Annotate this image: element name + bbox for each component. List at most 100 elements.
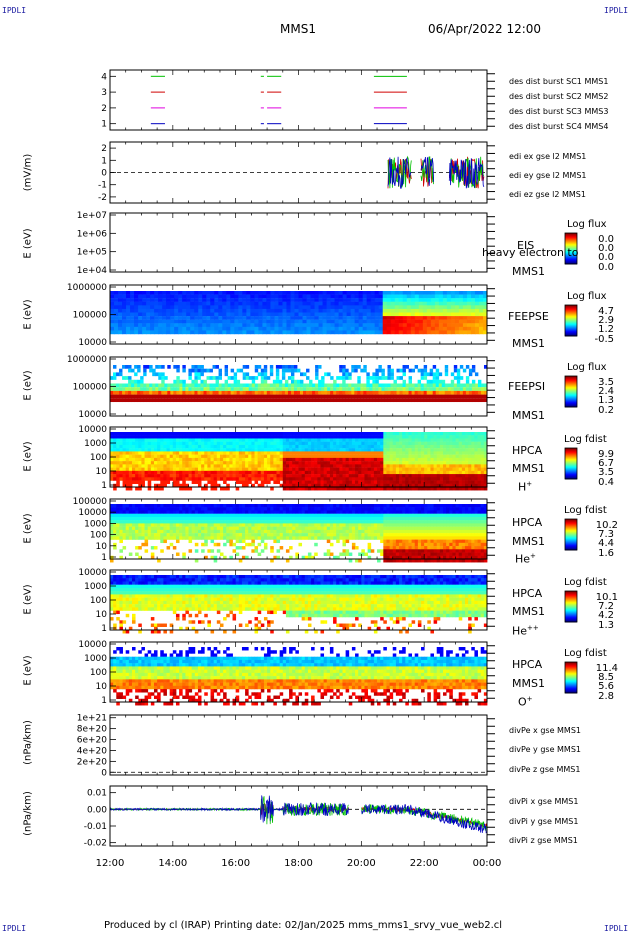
spectrogram-cell bbox=[348, 394, 352, 399]
spectrogram-cell bbox=[179, 432, 183, 436]
spectrogram-cell bbox=[434, 298, 440, 302]
spectrogram-cell bbox=[141, 523, 145, 527]
spectrogram-cell bbox=[346, 305, 352, 310]
spectrogram-cell bbox=[320, 474, 325, 478]
spectrogram-cell bbox=[378, 298, 384, 302]
spectrogram-cell bbox=[147, 533, 152, 537]
spectrogram-cell bbox=[354, 291, 360, 295]
spectrogram-cell bbox=[218, 376, 222, 380]
spectrogram-cell bbox=[282, 435, 287, 439]
spectrogram-cell bbox=[447, 383, 452, 388]
spectrogram-cell bbox=[323, 461, 328, 465]
spectrogram-cell bbox=[206, 368, 210, 373]
spectrogram-cell bbox=[373, 461, 378, 465]
spectrogram-cell bbox=[174, 298, 179, 302]
panel-frame bbox=[109, 69, 488, 131]
spectrogram-cell bbox=[274, 312, 279, 317]
spectrogram-cell bbox=[207, 533, 211, 537]
spectrogram-cell bbox=[216, 523, 221, 527]
spectrogram-cell bbox=[361, 480, 365, 484]
spectrogram-cell bbox=[260, 480, 265, 484]
spectrogram-cell bbox=[281, 368, 286, 373]
spectrogram-cell bbox=[386, 461, 391, 465]
spectrogram-cell bbox=[370, 298, 376, 302]
spectrogram-cell bbox=[426, 330, 432, 335]
spectrogram-cell bbox=[248, 441, 252, 446]
spectrogram-cell bbox=[138, 483, 142, 488]
spectrogram-cell bbox=[138, 487, 142, 491]
spectrogram-cell bbox=[226, 435, 230, 439]
spectrogram-cell bbox=[304, 435, 309, 439]
spectrogram-cell bbox=[406, 301, 412, 306]
spectrogram-cell bbox=[363, 387, 367, 391]
spectrogram-cell bbox=[254, 444, 259, 449]
spectrogram-cell bbox=[377, 474, 381, 478]
spectrogram-cell bbox=[222, 305, 227, 310]
spectrogram-cell bbox=[267, 467, 271, 472]
spectrogram-cell bbox=[197, 520, 202, 524]
spectrogram-cell bbox=[405, 464, 409, 468]
spectrogram-cell bbox=[470, 323, 476, 328]
spectrogram-cell bbox=[433, 477, 438, 481]
spectrogram-cell bbox=[426, 294, 432, 299]
spectrogram-cell bbox=[387, 394, 391, 399]
spectrogram-cell bbox=[399, 483, 403, 488]
spectrogram-cell bbox=[426, 379, 431, 384]
spectrogram-cell bbox=[468, 448, 472, 452]
spectrogram-cell bbox=[207, 523, 211, 527]
spectrogram-cell bbox=[468, 451, 472, 455]
spectrogram-cell bbox=[218, 323, 223, 328]
spectrogram-cell bbox=[219, 470, 224, 475]
spectrogram-cell bbox=[387, 368, 391, 373]
spectrogram-cell bbox=[221, 394, 226, 399]
spectrogram-cell bbox=[230, 316, 235, 320]
spectrogram-cell bbox=[207, 507, 211, 511]
spectrogram-cell bbox=[182, 390, 186, 395]
spectrogram-cell bbox=[439, 474, 444, 478]
spectrogram-cell bbox=[218, 326, 223, 331]
spectrogram-cell bbox=[402, 319, 408, 324]
spectrogram-cell bbox=[418, 319, 424, 324]
spectrogram-cell bbox=[470, 305, 476, 310]
spectrogram-cell bbox=[128, 552, 133, 556]
spectrogram-cell bbox=[334, 298, 340, 302]
spectrogram-cell bbox=[230, 308, 235, 313]
spectrogram-cell bbox=[438, 394, 443, 399]
spectrogram-cell bbox=[191, 365, 195, 369]
spectrogram-cell bbox=[471, 383, 476, 388]
spectrogram-cell bbox=[234, 305, 239, 310]
spectrogram-cell bbox=[410, 330, 416, 335]
spectrogram-cell bbox=[214, 319, 219, 324]
spectrogram-cell bbox=[204, 451, 208, 455]
spectrogram-cell bbox=[113, 529, 117, 534]
spectrogram-cell bbox=[429, 390, 434, 395]
spectrogram-cell bbox=[290, 372, 295, 377]
spectrogram-cell bbox=[122, 316, 127, 320]
spectrogram-cell bbox=[263, 451, 268, 455]
spectrogram-cell bbox=[254, 305, 259, 310]
spectrogram-cell bbox=[290, 398, 295, 403]
spectrogram-cell bbox=[169, 454, 174, 459]
spectrogram-cell bbox=[169, 510, 174, 514]
spectrogram-cell bbox=[358, 294, 364, 299]
spectrogram-cell bbox=[311, 438, 315, 442]
spectrogram-cell bbox=[468, 474, 472, 478]
spectrogram-cell bbox=[198, 298, 203, 302]
spectrogram-cell bbox=[304, 464, 309, 468]
spectrogram-cell bbox=[216, 542, 221, 547]
spectrogram-cell bbox=[229, 438, 233, 442]
spectrogram-cell bbox=[134, 316, 139, 320]
spectrogram-cell bbox=[138, 323, 143, 328]
spectrogram-cell bbox=[311, 441, 315, 446]
spectrogram-cell bbox=[185, 520, 189, 524]
spectrogram-cell bbox=[447, 390, 452, 395]
spectrogram-cell bbox=[119, 539, 123, 544]
spectrogram-cell bbox=[131, 441, 136, 446]
spectrogram-cell bbox=[166, 316, 171, 320]
spectrogram-cell bbox=[262, 319, 267, 324]
spectrogram-cell bbox=[191, 368, 195, 373]
spectrogram-cell bbox=[433, 487, 438, 491]
spectrogram-cell bbox=[453, 398, 458, 403]
spectrogram-cell bbox=[125, 444, 130, 449]
spectrogram-cell bbox=[163, 536, 167, 540]
